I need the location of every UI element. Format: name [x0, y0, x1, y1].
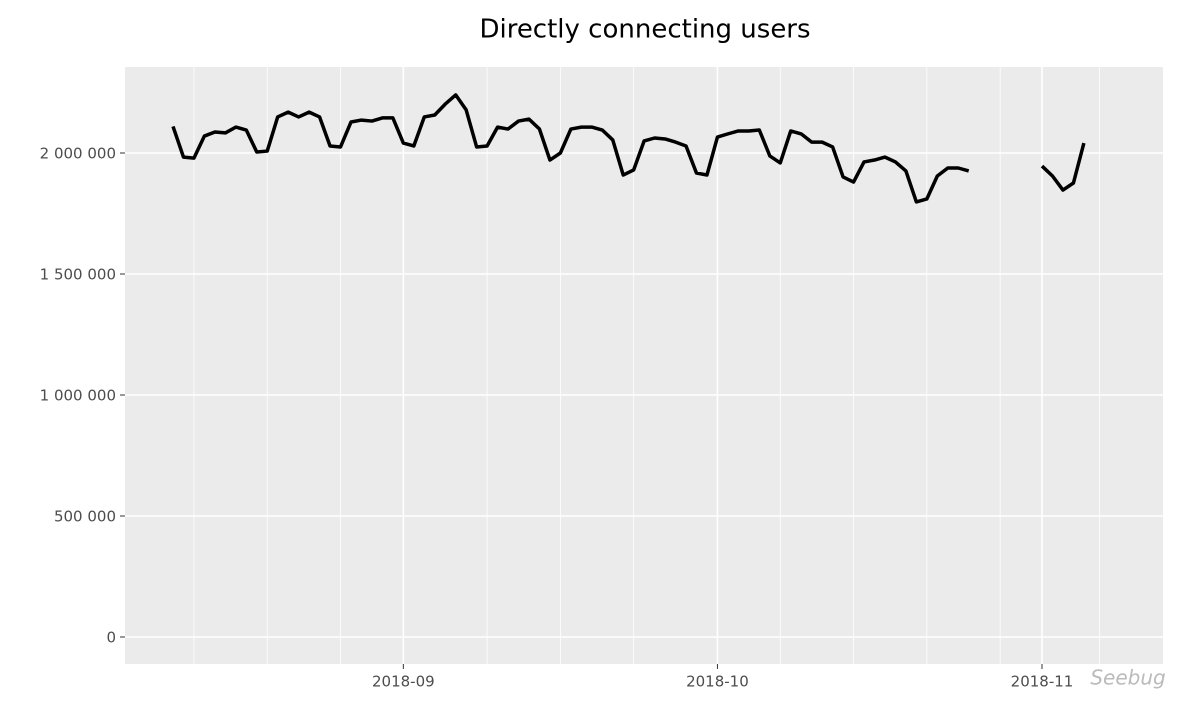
x-tick-label: 2018-09 [372, 673, 435, 691]
line [171, 93, 1086, 204]
y-tick-label: 1 000 000 [40, 387, 116, 405]
y-tick-label: 500 000 [54, 508, 116, 526]
chart-title: Directly connecting users [479, 15, 810, 45]
y-tick-label: 2 000 000 [40, 145, 116, 163]
x-tick-label: 2018-11 [1011, 673, 1074, 691]
x-tick-label: 2018-10 [686, 673, 749, 691]
watermark: Seebug [1090, 666, 1165, 690]
y-tick-label: 0 [106, 629, 116, 647]
y-tick-label: 1 500 000 [40, 266, 116, 284]
plot-panel [125, 67, 1163, 664]
